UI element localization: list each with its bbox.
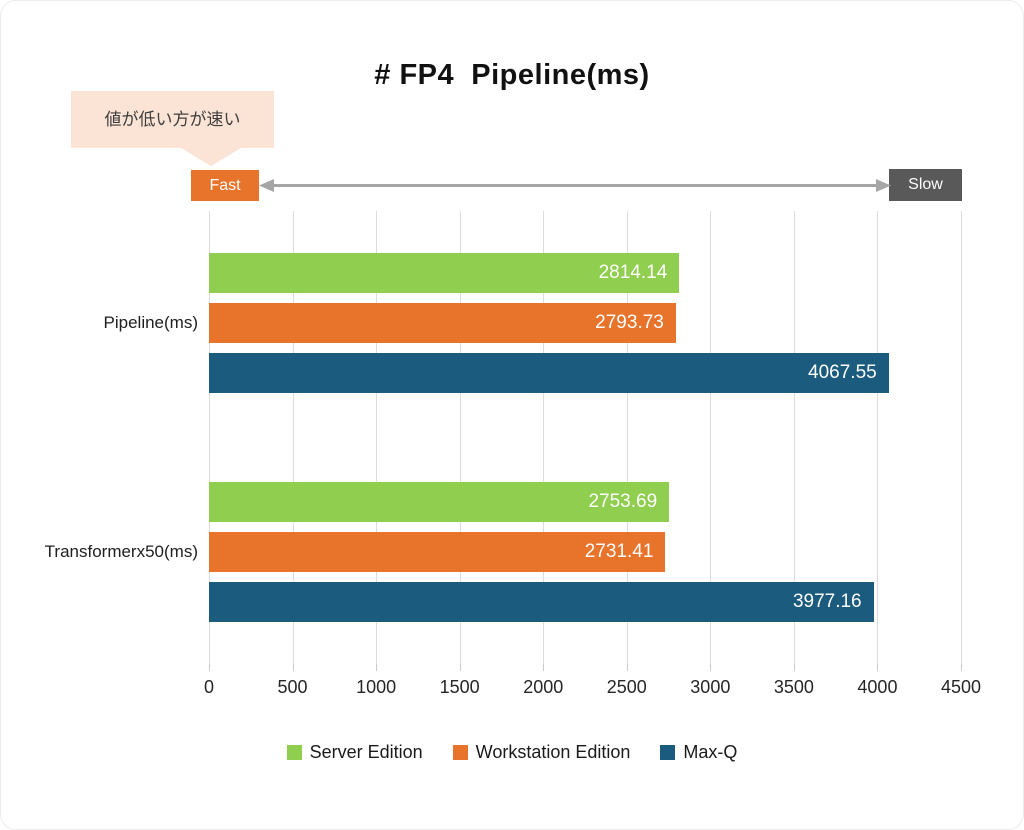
gridline [710,211,712,664]
gridline [877,211,879,664]
legend-item-server-edition: Server Edition [286,742,423,763]
x-axis-tick-label: 4000 [857,677,898,697]
annotation-note: 値が低い方が速い [104,110,241,129]
gridline [793,211,795,664]
category-label-transformerx50-ms: Transformerx50(ms) [44,542,198,561]
bar-value-label: 3977.16 [792,591,862,612]
axis-tick [459,664,461,671]
axis-tick [292,664,294,671]
bar-value-label: 4067.55 [808,362,877,383]
axis-tick [209,664,210,671]
fast-slow-arrow [259,176,891,195]
x-axis-tick-label: 0 [203,677,214,697]
legend-swatch [452,745,468,760]
x-axis-tick-label: 4500 [940,677,982,697]
bar-value-label: 2731.41 [584,541,654,562]
bar-value-label: 2793.73 [595,312,664,333]
legend-swatch [286,745,302,760]
gridline [209,211,210,664]
annotation-bubble: 値が低い方が速い [71,91,274,166]
legend-label: Workstation Edition [475,742,631,762]
bar-server-edition-pipeline-ms: 2814.14 [209,253,680,293]
gridline [459,211,461,664]
bar-max-q-transformerx50-ms: 3977.16 [209,582,874,622]
bar-server-edition-transformerx50-ms: 2753.69 [209,482,670,522]
legend-label: Max-Q [683,742,738,762]
x-axis-tick-label: 1500 [439,677,480,697]
axis-tick [961,664,962,671]
x-axis-tick-label: 2000 [523,677,564,697]
gridline [626,211,628,664]
legend-item-workstation-edition: Workstation Edition [452,742,631,763]
slow-label: Slow [889,169,962,201]
fast-label: Fast [191,170,259,201]
axis-tick [710,664,712,671]
bar-value-label: 2753.69 [588,491,658,512]
axis-tick [877,664,879,671]
axis-tick [376,664,378,671]
legend-item-max-q: Max-Q [660,742,737,763]
axis-tick [543,664,545,671]
axis-tick [626,664,628,671]
x-axis-tick-label: 3000 [690,677,731,697]
bar-workstation-edition-pipeline-ms: 2793.73 [209,303,676,343]
x-axis-tick-label: 500 [277,677,308,697]
bar-max-q-pipeline-ms: 4067.55 [209,353,889,393]
category-label-pipeline-ms: Pipeline(ms) [103,313,198,332]
legend-swatch [660,745,676,760]
legend-label: Server Edition [309,742,423,762]
legend: Server Edition Workstation Edition Max-Q [1,742,1023,763]
x-axis-tick-label: 3500 [773,677,814,697]
gridline [376,211,378,664]
gridline [543,211,545,664]
bar-value-label: 2814.14 [598,262,668,283]
plot-area: 2814.14 2793.73 4067.55 2753.69 2731.41 3977.… [209,211,962,671]
bar-workstation-edition-transformerx50-ms: 2731.41 [209,532,666,572]
annotation-bubble-tail [181,148,241,166]
gridline [292,211,294,664]
axis-tick [793,664,795,671]
gridline [961,211,962,664]
chart-title: # FP4 Pipeline(ms) [374,59,650,91]
x-axis-tick-label: 1000 [356,677,397,697]
double-arrow-icon [259,179,891,192]
x-axis-tick-label: 2500 [606,677,647,697]
